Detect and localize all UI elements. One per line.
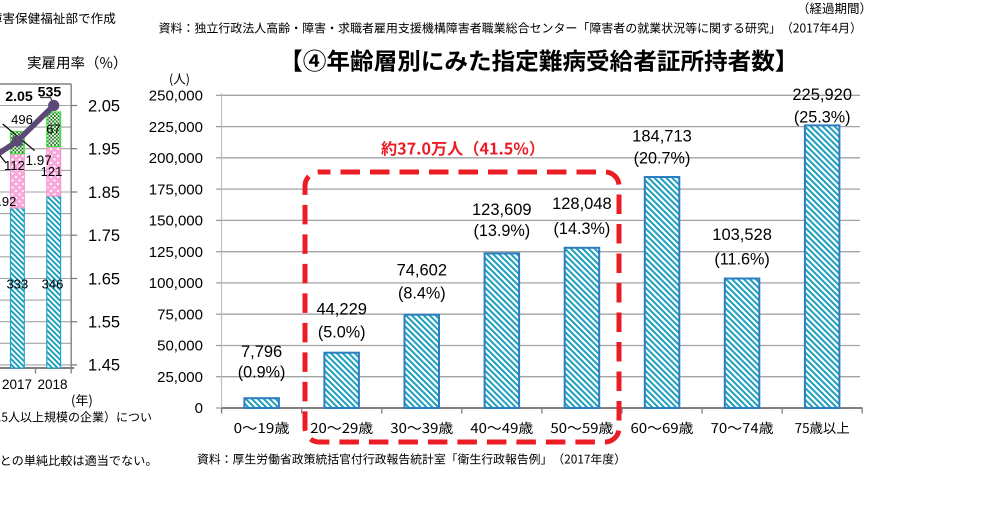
- svg-text:346: 346: [42, 277, 64, 292]
- svg-text:200,000: 200,000: [149, 150, 203, 167]
- svg-text:50,000: 50,000: [157, 338, 203, 355]
- svg-text:128,048: 128,048: [552, 195, 612, 213]
- svg-text:250,000: 250,000: [149, 88, 203, 105]
- svg-text:112: 112: [4, 158, 25, 173]
- svg-text:225,920: 225,920: [792, 86, 852, 104]
- svg-text:2.05: 2.05: [5, 89, 33, 105]
- svg-text:100,000: 100,000: [149, 275, 203, 292]
- svg-text:535: 535: [38, 84, 62, 100]
- svg-text:25,000: 25,000: [157, 369, 203, 386]
- svg-text:74,602: 74,602: [397, 261, 447, 279]
- svg-text:1.45: 1.45: [88, 357, 120, 375]
- svg-text:225,000: 225,000: [149, 119, 203, 136]
- svg-text:150,000: 150,000: [149, 213, 203, 230]
- svg-text:1.65: 1.65: [88, 270, 120, 288]
- svg-text:2.05: 2.05: [88, 97, 120, 115]
- svg-text:1.95: 1.95: [88, 141, 120, 159]
- svg-text:(13.9%): (13.9%): [473, 222, 530, 240]
- svg-text:2017: 2017: [2, 377, 32, 392]
- svg-text:175,000: 175,000: [149, 181, 203, 198]
- svg-text:7,796: 7,796: [241, 343, 282, 361]
- svg-text:0: 0: [195, 400, 203, 417]
- svg-text:333: 333: [7, 277, 29, 292]
- svg-text:44,229: 44,229: [316, 301, 366, 319]
- svg-text:1.75: 1.75: [88, 227, 120, 245]
- svg-text:(0.9%): (0.9%): [238, 364, 286, 382]
- svg-text:1.85: 1.85: [88, 184, 120, 202]
- svg-text:(8.4%): (8.4%): [398, 285, 446, 303]
- svg-text:2018: 2018: [37, 377, 67, 392]
- svg-text:121: 121: [41, 164, 63, 179]
- svg-text:123,609: 123,609: [472, 201, 532, 219]
- svg-text:(11.6%): (11.6%): [714, 250, 769, 268]
- svg-text:(25.3%): (25.3%): [794, 108, 851, 126]
- svg-text:67: 67: [46, 122, 60, 137]
- svg-text:75,000: 75,000: [157, 306, 203, 323]
- svg-text:1.97: 1.97: [25, 153, 51, 168]
- svg-text:103,528: 103,528: [712, 226, 772, 244]
- svg-text:(14.3%): (14.3%): [554, 220, 611, 238]
- svg-text:(5.0%): (5.0%): [318, 323, 366, 341]
- svg-text:125,000: 125,000: [149, 244, 203, 261]
- svg-text:1.92: 1.92: [0, 194, 16, 209]
- svg-text:(20.7%): (20.7%): [634, 150, 691, 168]
- svg-text:496: 496: [11, 112, 33, 127]
- svg-text:1.55: 1.55: [88, 314, 120, 332]
- svg-text:184,713: 184,713: [632, 128, 692, 146]
